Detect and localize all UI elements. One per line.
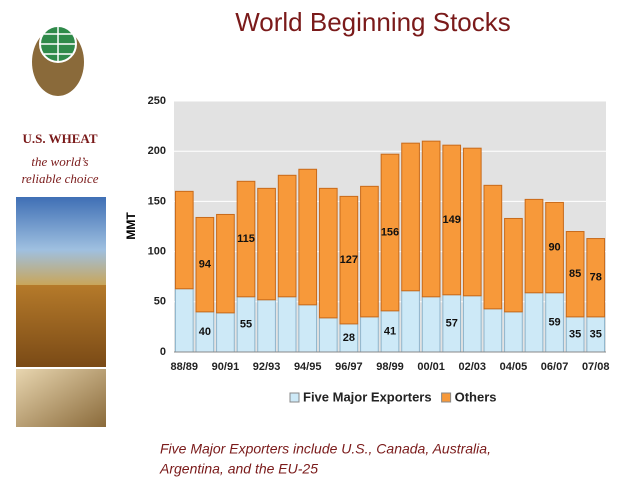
bar-segment [174,288,194,353]
x-tick-label: 07/08 [582,361,610,373]
value-label: 57 [446,317,458,329]
chart: 0 50 100 150 200 250 88/89 40 94 90/91 55 115 92/93 9… [148,95,610,405]
value-label: 41 [384,325,396,337]
y-tick-label: 150 [148,195,166,207]
value-label: 115 [237,233,255,245]
bar-segment [421,296,441,353]
bar-segment [236,180,256,298]
logo: U.S. WHEAT the world’s reliable choice [21,25,99,186]
logo-tagline: the world’s [31,154,88,169]
x-tick-label: 88/89 [171,361,199,373]
bar-segment [277,296,297,353]
photo-field [16,285,106,367]
value-label: 55 [240,318,252,330]
x-tick-label: 90/91 [212,361,240,373]
bar-segment [339,195,359,325]
chart-title: World Beginning Stocks [235,7,511,37]
bar-segment [360,185,379,318]
logo-name: U.S. WHEAT [22,131,97,146]
bar-segment [483,308,503,353]
bar-segment [298,168,318,306]
legend-swatch [441,392,452,403]
bar-segment [565,231,585,318]
y-axis-label: MMT [124,212,138,240]
value-label: 149 [443,214,461,226]
bar-segment [545,201,564,294]
bar-segment [504,311,523,353]
value-label: 35 [569,328,581,340]
y-tick-label: 50 [154,296,166,308]
photo-sheaf [16,369,106,427]
value-label: 59 [548,316,560,328]
bar-segment [257,187,276,301]
value-label: 28 [343,332,355,344]
value-label: 94 [199,259,212,271]
legend-label: Others [455,389,497,404]
x-tick-label: 94/95 [294,361,322,373]
bar-segment [462,147,482,297]
value-label: 35 [590,328,602,340]
bar-segment [483,184,503,310]
y-tick-label: 100 [148,246,166,258]
y-tick-label: 200 [148,145,166,157]
logo-tagline: reliable choice [21,171,98,186]
bar-segment [380,153,400,312]
bar-segment [216,213,235,314]
bar-segment [524,292,544,353]
legend-swatch [289,392,300,403]
x-tick-label: 02/03 [459,361,487,373]
legend-label: Five Major Exporters [303,389,432,404]
bar-segment [462,295,482,353]
bar-segment [401,142,420,292]
bar-segment [277,174,297,298]
footnote: Five Major Exporters include U.S., Canad… [160,441,491,457]
bar-segment [174,190,194,290]
value-label: 127 [340,254,358,266]
bar-segment [524,198,544,294]
bar-segment [216,312,235,353]
bar-segment [298,304,318,353]
value-label: 40 [199,326,211,338]
x-tick-label: 06/07 [541,361,569,373]
y-tick-label: 250 [148,95,166,107]
logo-grid [40,26,76,62]
x-tick-label: 92/93 [253,361,281,373]
value-label: 85 [569,268,581,280]
value-label: 90 [548,241,560,253]
x-tick-label: 00/01 [417,361,445,373]
x-tick-label: 04/05 [500,361,528,373]
bar-segment [401,290,420,353]
x-tick-label: 96/97 [335,361,363,373]
bar-segment [318,317,338,353]
bar-segment [586,238,606,318]
bar-segment [195,216,215,313]
bar-segment [442,144,462,296]
photo-mountain [16,197,106,285]
value-label: 78 [590,272,602,284]
footnote: Argentina, and the EU-25 [159,461,318,477]
bar-segment [318,187,338,319]
y-tick-label: 0 [160,346,166,358]
bar-segment [421,140,441,298]
x-tick-label: 98/99 [376,361,404,373]
value-label: 156 [381,226,399,238]
bar-segment [257,299,276,353]
bar-segment [360,316,379,353]
bar-segment [504,217,523,313]
